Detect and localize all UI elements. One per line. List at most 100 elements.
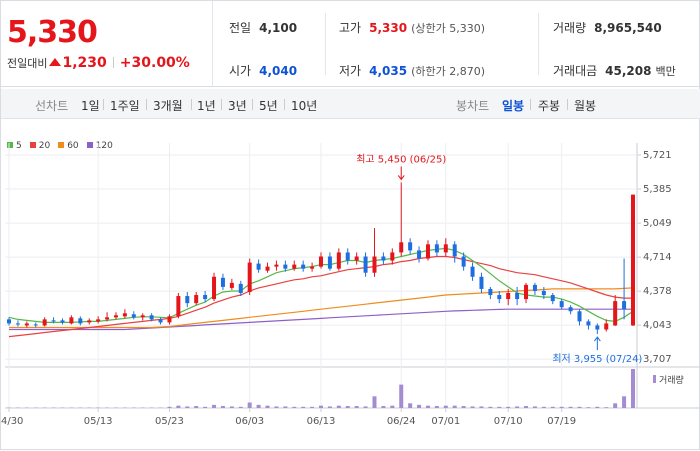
candle-body (426, 244, 430, 258)
volume-bar (310, 407, 314, 408)
volume-bar (257, 405, 261, 408)
volume-bar (337, 406, 341, 408)
volume-bar (283, 406, 287, 408)
volume-bar (453, 406, 457, 408)
candle-body (417, 250, 421, 258)
y-tick-label: 5,385 (643, 184, 672, 195)
volume-bar (506, 407, 510, 408)
volume-bar (167, 407, 171, 408)
candle-body (159, 319, 163, 322)
candle-body (176, 296, 180, 316)
volume-bar (435, 406, 439, 408)
candle-body (328, 256, 332, 268)
x-tick-label: 06/03 (235, 416, 264, 427)
y-tick-label: 5,049 (643, 218, 672, 229)
volume-bar (328, 406, 332, 408)
candle-body (78, 318, 82, 323)
candle-body (283, 265, 287, 269)
volume-bar (390, 406, 394, 408)
candle-body (257, 264, 261, 270)
volume-bar (533, 406, 537, 408)
candle-body (319, 256, 323, 266)
high-arrow-icon (398, 166, 404, 179)
candle-body (479, 277, 483, 289)
volume-bar (248, 403, 252, 408)
volume-bar (542, 407, 546, 408)
candle-body (43, 319, 47, 325)
candle-body (221, 278, 225, 287)
volume-bar (239, 407, 243, 408)
candle-body (132, 314, 136, 317)
volume-bar (319, 406, 323, 408)
candle-body (399, 242, 403, 252)
volume-bar (185, 406, 189, 408)
volume-bar (497, 407, 501, 408)
low-annotation: 최저 3,955 (07/24) (552, 353, 642, 365)
volume-bar (355, 406, 359, 408)
volume-bar (381, 406, 385, 408)
candle-body (274, 265, 278, 267)
volume-bar (203, 407, 207, 408)
candle-body (578, 311, 582, 321)
volume-label: 거래량 (659, 374, 684, 386)
volume-bar (604, 407, 608, 408)
volume-bar (471, 406, 475, 408)
candle-body (301, 265, 305, 269)
low-arrow-icon (594, 337, 600, 350)
x-tick-label: 04/30 (1, 416, 23, 427)
x-tick-label: 07/19 (547, 416, 576, 427)
candle-body (230, 283, 234, 288)
volume-bar (488, 407, 492, 408)
candle-body (7, 319, 11, 323)
volume-bar (631, 369, 635, 408)
volume-bar (595, 407, 599, 408)
candle-body (533, 285, 537, 291)
volume-bar (266, 406, 270, 408)
candle-body (212, 277, 216, 299)
volume-bar (462, 406, 466, 408)
volume-bar (560, 407, 564, 408)
candle-body (497, 295, 501, 299)
high-annotation: 최고 5,450 (06/25) (356, 153, 446, 165)
candle-body (613, 301, 617, 325)
y-tick-label: 4,714 (643, 252, 672, 263)
candle-body (542, 291, 546, 295)
candle-body (194, 295, 198, 303)
candle-body (488, 289, 492, 295)
volume-bar (292, 407, 296, 408)
candle-body (622, 301, 626, 309)
candle-body (150, 315, 154, 319)
x-tick-label: 07/01 (431, 416, 460, 427)
candle-body (604, 323, 608, 329)
volume-bar (479, 406, 483, 408)
candle-body (355, 256, 359, 260)
x-tick-label: 05/23 (155, 416, 184, 427)
candle-body (203, 295, 207, 299)
candle-body (25, 323, 29, 325)
x-tick-label: 05/13 (84, 416, 113, 427)
volume-bar (551, 407, 555, 408)
candle-body (471, 267, 475, 277)
candle-body (631, 195, 635, 326)
candle-body (96, 319, 100, 321)
candle-body (266, 267, 270, 271)
volume-bar (194, 406, 198, 408)
y-tick-label: 5,721 (643, 150, 672, 161)
candle-body (239, 284, 243, 293)
volume-bar (176, 406, 180, 408)
candle-body (248, 263, 252, 292)
x-tick-label: 06/13 (307, 416, 336, 427)
volume-bar (444, 406, 448, 408)
candle-body (105, 317, 109, 319)
candle-body (595, 325, 599, 329)
volume-bar (221, 406, 225, 408)
y-tick-label: 4,378 (643, 286, 672, 297)
volume-bar (524, 406, 528, 408)
candle-body (185, 296, 189, 303)
x-tick-label: 06/24 (387, 416, 416, 427)
candle-body (364, 256, 368, 272)
volume-bar (399, 385, 403, 408)
candle-body (114, 315, 118, 317)
candle-body (123, 313, 127, 316)
